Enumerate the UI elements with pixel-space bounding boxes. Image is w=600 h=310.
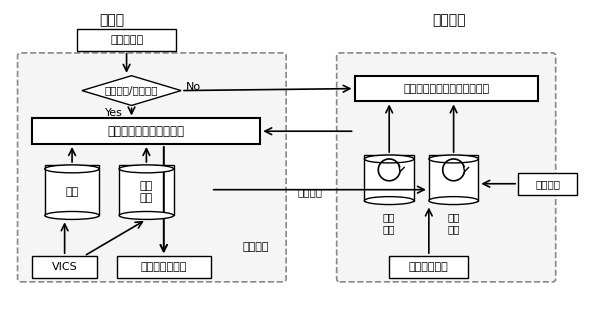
- Bar: [355, 76, 538, 101]
- Polygon shape: [82, 76, 181, 105]
- Ellipse shape: [119, 165, 173, 173]
- Text: No: No: [186, 82, 201, 92]
- Text: クラウド: クラウド: [432, 13, 466, 27]
- Text: 車載ルート探索エンジン: 車載ルート探索エンジン: [108, 125, 185, 138]
- Bar: [389, 256, 469, 278]
- Text: 地図: 地図: [65, 187, 79, 197]
- FancyBboxPatch shape: [337, 53, 556, 282]
- Ellipse shape: [45, 165, 100, 173]
- Text: 通信圏外/リルート: 通信圏外/リルート: [105, 86, 158, 95]
- Text: 交通
情報: 交通 情報: [448, 212, 460, 234]
- Ellipse shape: [364, 155, 414, 163]
- Bar: [364, 155, 414, 201]
- Bar: [518, 173, 577, 195]
- Text: 自車周辺: 自車周辺: [298, 188, 322, 198]
- Text: 車載機: 車載機: [99, 13, 124, 27]
- Text: ルート探索: ルート探索: [110, 35, 143, 45]
- Bar: [32, 118, 260, 144]
- Bar: [32, 256, 97, 278]
- Text: Yes: Yes: [105, 108, 122, 118]
- Bar: [116, 256, 211, 278]
- Text: ルート探索結果: ルート探索結果: [140, 262, 187, 272]
- Text: 自車周辺: 自車周辺: [242, 242, 269, 252]
- Ellipse shape: [429, 197, 478, 205]
- Text: VICS: VICS: [52, 262, 77, 272]
- Bar: [45, 165, 100, 215]
- FancyBboxPatch shape: [17, 53, 286, 282]
- Text: 車両プローブ: 車両プローブ: [409, 262, 449, 272]
- Text: 外部情報: 外部情報: [535, 179, 560, 189]
- Bar: [119, 165, 173, 215]
- Ellipse shape: [364, 197, 414, 205]
- Bar: [77, 29, 176, 51]
- Text: クラウドルート探索エンジン: クラウドルート探索エンジン: [403, 84, 489, 94]
- Ellipse shape: [119, 211, 173, 219]
- Ellipse shape: [45, 211, 100, 219]
- Text: 最新
地図: 最新 地図: [383, 212, 395, 234]
- Ellipse shape: [429, 155, 478, 163]
- Text: 交通
情報: 交通 情報: [140, 181, 153, 203]
- Bar: [429, 155, 478, 201]
